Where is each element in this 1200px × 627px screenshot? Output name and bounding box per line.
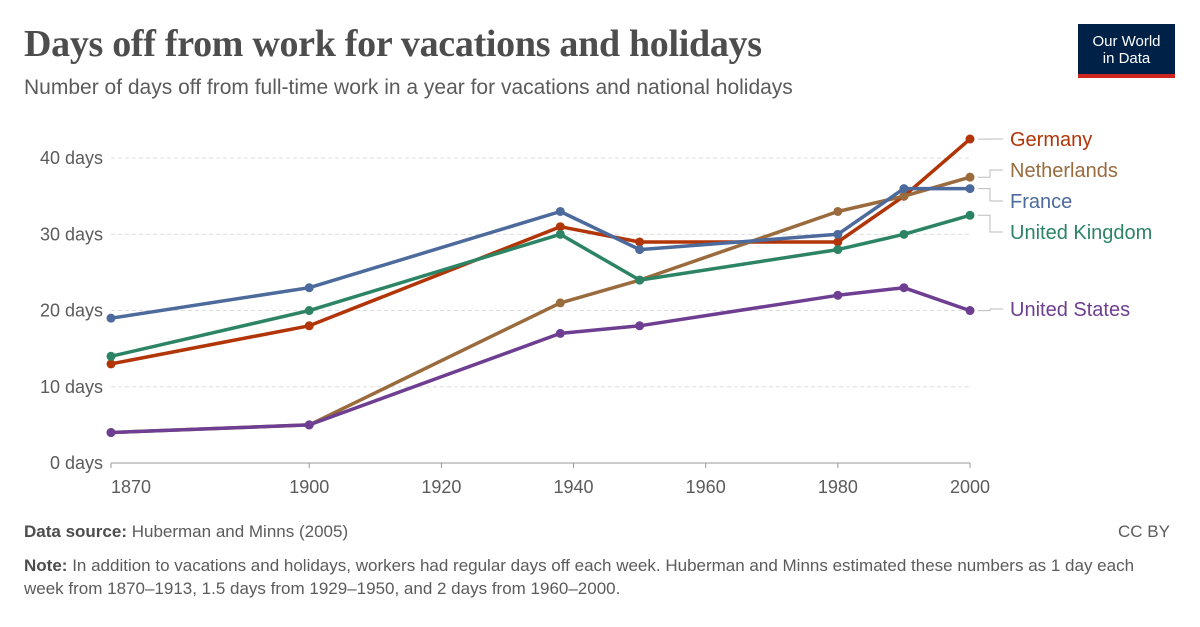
x-tick-label: 1920 (421, 477, 461, 497)
data-point-united-states (304, 420, 314, 430)
data-point-united-states (965, 306, 975, 316)
x-tick-label: 2000 (950, 477, 990, 497)
data-source-text[interactable]: Huberman and Minns (2005) (131, 522, 349, 541)
data-point-united-kingdom (965, 210, 975, 220)
data-point-france (965, 184, 975, 194)
data-point-netherlands (833, 206, 843, 216)
y-tick-label: 0 days (50, 453, 103, 473)
logo-line-1: Our World (1092, 33, 1161, 50)
series-line-united-states (109, 285, 972, 435)
data-point-france (899, 184, 909, 194)
data-source-label: Data source: (24, 522, 127, 541)
data-point-united-kingdom (833, 245, 843, 255)
data-point-germany (555, 222, 565, 232)
license-link[interactable]: CC BY (1118, 522, 1170, 541)
x-tick-label: 1980 (818, 477, 858, 497)
label-connector-united-kingdom (978, 214, 1003, 233)
series-label-netherlands: Netherlands (1010, 160, 1118, 182)
logo-line-2: in Data (1102, 50, 1151, 67)
chart-note: Note: In addition to vacations and holid… (24, 554, 1164, 600)
data-point-netherlands (555, 298, 565, 308)
grid-layer (111, 157, 970, 388)
label-connector-united-states (978, 308, 1003, 312)
x-tick-label: 1870 (111, 477, 151, 497)
series-label-united-states: United States (1010, 299, 1130, 321)
data-point-united-states (635, 321, 645, 331)
data-point-germany (106, 359, 116, 369)
data-point-united-kingdom (899, 229, 909, 239)
data-point-united-states (899, 283, 909, 293)
label-layer: Germany Netherlands France United Kingdom Un… (978, 129, 1152, 321)
data-point-united-kingdom (304, 306, 314, 316)
y-tick-label: 20 days (40, 301, 103, 321)
series-label-france: France (1010, 191, 1072, 213)
data-point-germany (833, 237, 843, 247)
axis-layer: 0 days 10 days 20 days 30 days 40 days 1870 19… (40, 148, 990, 497)
data-point-france (555, 206, 565, 216)
data-point-netherlands (899, 191, 909, 201)
data-point-germany (965, 134, 975, 144)
series-line-france (109, 186, 972, 320)
data-point-germany (304, 321, 314, 331)
data-point-france (833, 229, 843, 239)
label-connector-france (978, 188, 1003, 202)
data-point-united-kingdom (635, 275, 645, 285)
data-point-united-kingdom (106, 351, 116, 361)
data-point-france (304, 283, 314, 293)
chart-title: Days off from work for vacations and hol… (24, 23, 762, 65)
series-line-netherlands (109, 175, 972, 435)
data-point-netherlands (965, 172, 975, 182)
note-text: In addition to vacations and holidays, w… (24, 556, 1135, 598)
series-label-united-kingdom: United Kingdom (1010, 222, 1152, 244)
data-point-united-states (555, 328, 565, 338)
series-layer (106, 134, 975, 438)
data-point-united-states (106, 428, 116, 438)
series-label-germany: Germany (1010, 129, 1092, 151)
owid-logo[interactable]: Our World in Data (1078, 24, 1175, 78)
x-tick-label: 1900 (289, 477, 329, 497)
data-point-france (635, 245, 645, 255)
x-tick-label: 1960 (686, 477, 726, 497)
data-point-united-kingdom (555, 229, 565, 239)
note-label: Note: (24, 556, 68, 575)
chart-subtitle: Number of days off from full-time work i… (24, 76, 793, 99)
y-tick-label: 10 days (40, 377, 103, 397)
label-connector-netherlands (978, 169, 1003, 178)
data-source: Data source: Huberman and Minns (2005) (24, 522, 348, 542)
data-point-united-states (833, 290, 843, 300)
x-tick-label: 1940 (554, 477, 594, 497)
data-point-germany (635, 237, 645, 247)
y-tick-label: 40 days (40, 148, 103, 168)
data-point-france (106, 313, 116, 323)
y-tick-label: 30 days (40, 224, 103, 244)
